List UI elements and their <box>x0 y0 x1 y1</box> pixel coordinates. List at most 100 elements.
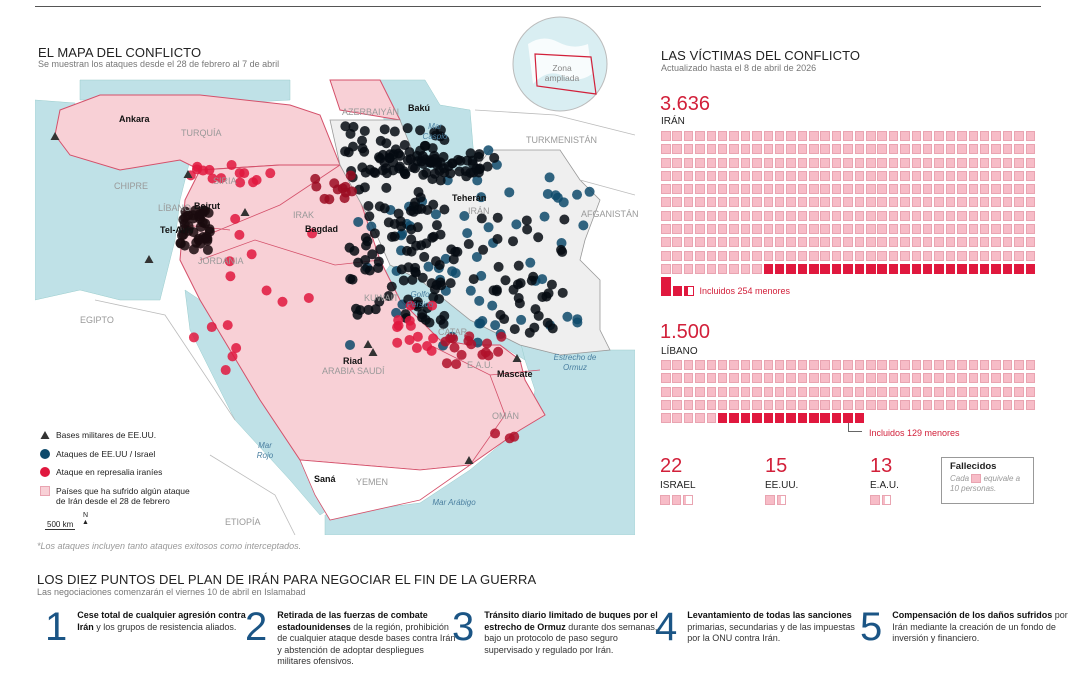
death-square <box>763 157 774 168</box>
death-square <box>763 373 774 384</box>
attack-dot <box>188 332 199 343</box>
attack-dot <box>488 285 499 296</box>
minor-death-square <box>1025 263 1035 274</box>
death-square <box>797 170 808 181</box>
death-square <box>957 184 967 195</box>
attack-dot <box>483 145 494 156</box>
death-square <box>831 386 842 397</box>
attack-dot <box>533 232 544 243</box>
attack-dot <box>513 260 524 271</box>
attack-dot <box>418 158 429 169</box>
minor-death-square <box>843 263 853 274</box>
death-square <box>1014 144 1024 155</box>
death-square <box>888 157 899 168</box>
death-square <box>831 157 842 168</box>
label-qatar: CATAR <box>438 327 468 337</box>
death-square <box>911 224 922 235</box>
death-square <box>786 373 796 384</box>
death-square <box>968 210 979 221</box>
attack-dot <box>468 274 479 285</box>
lebanon-label: LÍBANO <box>661 346 698 357</box>
death-square <box>717 373 728 384</box>
death-square <box>1025 157 1035 168</box>
death-square <box>957 170 967 181</box>
legend-us-israel-attacks: Ataques de EE.UU / Israel <box>40 449 155 459</box>
attack-dot <box>239 168 250 179</box>
minor-death-square <box>763 263 774 274</box>
us-base-triangle-icon <box>363 340 373 348</box>
attack-dot <box>511 219 522 230</box>
minor-death-square <box>911 263 922 274</box>
death-square <box>854 399 865 410</box>
death-square <box>797 386 808 397</box>
attack-dot <box>550 190 561 201</box>
attack-dot <box>435 229 446 240</box>
death-square <box>763 197 774 208</box>
label-azerbaijan: AZERBAIYÁN <box>342 107 400 117</box>
attack-dot <box>222 320 233 331</box>
attack-dot <box>451 359 462 370</box>
death-square <box>683 224 694 235</box>
unit-legend-title: Fallecidos <box>950 461 997 472</box>
border-line <box>94 299 236 421</box>
attack-dot <box>421 238 432 249</box>
death-square <box>729 360 739 370</box>
death-square <box>706 263 717 274</box>
death-square <box>809 237 819 248</box>
death-square <box>763 184 774 195</box>
death-square <box>661 263 671 274</box>
attack-dot <box>547 323 558 334</box>
death-square <box>877 399 887 410</box>
attack-dot <box>319 193 330 204</box>
death-square <box>831 224 842 235</box>
death-square <box>740 360 751 370</box>
death-square <box>900 386 910 397</box>
attack-dot <box>572 317 583 328</box>
death-square <box>934 210 944 221</box>
death-square <box>934 184 944 195</box>
death-square <box>1014 197 1024 208</box>
attack-dot <box>374 296 385 307</box>
attack-dot <box>340 146 351 157</box>
death-square <box>843 224 853 235</box>
death-square <box>968 386 979 397</box>
attack-dots <box>175 121 595 444</box>
death-square <box>683 197 694 208</box>
death-square <box>717 144 728 155</box>
death-square <box>945 170 956 181</box>
death-square <box>695 197 705 208</box>
attack-dot <box>544 172 555 183</box>
attack-dot <box>231 343 242 354</box>
attack-dot <box>419 251 430 262</box>
death-square <box>797 373 808 384</box>
death-square <box>831 131 842 141</box>
label-jordan: JORDANIA <box>198 256 244 266</box>
death-square <box>831 373 842 384</box>
death-square <box>877 131 887 141</box>
death-square <box>957 131 967 141</box>
minor-death-square <box>831 413 842 424</box>
attack-dot <box>230 213 241 224</box>
death-square <box>957 399 967 410</box>
death-square <box>900 131 910 141</box>
death-square <box>797 237 808 248</box>
attack-dot <box>363 304 374 315</box>
attack-dot <box>235 177 246 188</box>
death-square <box>706 250 717 261</box>
death-square <box>820 157 830 168</box>
north-arrow: N ▲ <box>82 512 89 526</box>
death-square <box>717 386 728 397</box>
attack-dot <box>349 245 360 256</box>
attack-dot <box>375 244 386 255</box>
death-square <box>854 197 865 208</box>
blue-dot-icon <box>40 449 50 459</box>
death-square <box>911 131 922 141</box>
victims-title: LAS VÍCTIMAS DEL CONFLICTO <box>661 48 861 63</box>
label-yemen: YEMEN <box>356 477 389 487</box>
death-square <box>945 184 956 195</box>
death-square <box>945 250 956 261</box>
death-square <box>900 399 910 410</box>
death-square <box>797 157 808 168</box>
death-square <box>695 184 705 195</box>
death-square <box>888 399 899 410</box>
